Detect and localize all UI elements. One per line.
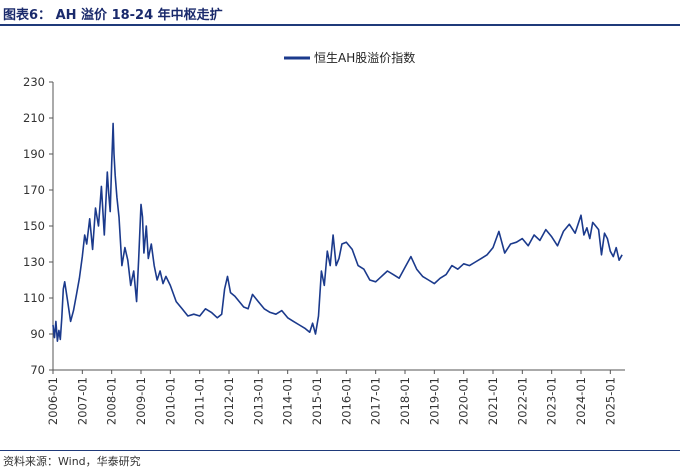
y-tick-label: 150	[23, 219, 45, 233]
series-line	[52, 122, 623, 343]
x-tick-label: 2013-01	[251, 377, 265, 425]
x-tick-label: 2014-01	[281, 377, 295, 425]
x-tick-label: 2020-01	[457, 377, 471, 425]
y-tick-label: 90	[30, 327, 45, 341]
x-tick-label: 2007-01	[75, 377, 89, 425]
x-tick-label: 2010-01	[163, 377, 177, 425]
x-tick-label: 2024-01	[574, 377, 588, 425]
legend-label: 恒生AH股溢价指数	[314, 50, 415, 65]
figure-title: 图表6： AH 溢价 18-24 年中枢走扩	[3, 8, 223, 23]
chart-axes: 70 90 110 130 150 170 190 210 230 2006-01 2007-01 2…	[23, 75, 625, 425]
plot-area	[52, 122, 623, 343]
x-tick-label: 2012-01	[222, 377, 236, 425]
source-note: 资料来源：Wind，华泰研究	[3, 455, 141, 468]
x-tick-label: 2009-01	[134, 377, 148, 425]
x-tick-label: 2015-01	[310, 377, 324, 425]
x-tick-label: 2011-01	[193, 377, 207, 425]
chart-legend: 恒生AH股溢价指数	[284, 50, 415, 65]
x-tick-label: 2021-01	[486, 377, 500, 425]
y-tick-label: 110	[23, 291, 45, 305]
y-tick-label: 170	[23, 183, 45, 197]
x-tick-label: 2023-01	[545, 377, 559, 425]
y-tick-label: 70	[30, 363, 45, 377]
top-rule	[0, 24, 680, 26]
x-tick-label: 2017-01	[369, 377, 383, 425]
x-tick-label: 2019-01	[427, 377, 441, 425]
y-tick-label: 230	[23, 75, 45, 89]
y-tick-label: 130	[23, 255, 45, 269]
x-tick-label: 2025-01	[603, 377, 617, 425]
x-tick-label: 2006-01	[46, 377, 60, 425]
x-tick-label: 2008-01	[105, 377, 119, 425]
y-tick-label: 210	[23, 111, 45, 125]
x-tick-label: 2016-01	[339, 377, 353, 425]
x-tick-label: 2022-01	[515, 377, 529, 425]
y-tick-label: 190	[23, 147, 45, 161]
x-tick-label: 2018-01	[398, 377, 412, 425]
bottom-rule	[0, 450, 680, 451]
